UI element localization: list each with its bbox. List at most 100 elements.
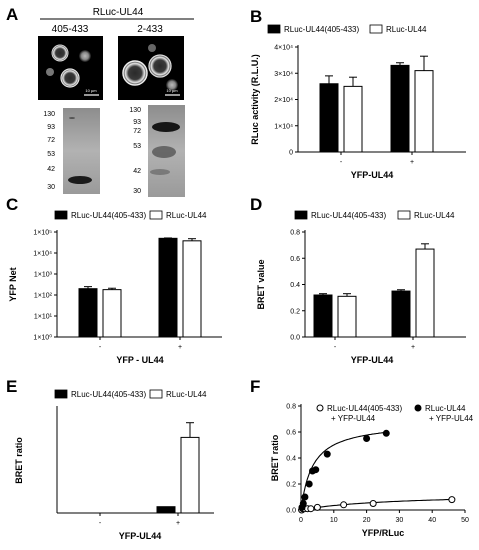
mw-marker-93: 93: [133, 119, 141, 126]
x-tick-label: +: [410, 159, 414, 166]
scatter-point-open: [448, 496, 456, 504]
legend-label-0: RLuc-UL44(405-433): [71, 390, 146, 399]
y-tick-label: 1×10⁴: [33, 251, 52, 258]
bar-filled-plus: [391, 290, 411, 338]
x-tick-label: -: [340, 159, 343, 166]
y-tick-label: 0.2: [286, 482, 296, 489]
mw-marker-72: 72: [133, 128, 141, 135]
panel-letter-f: F: [250, 377, 260, 396]
bar-open-plus: [414, 70, 434, 153]
y-tick-label: 0.4: [290, 282, 300, 289]
scatter-point-open: [313, 503, 321, 511]
mw-marker-53: 53: [47, 151, 55, 158]
scatter-point-filled: [312, 466, 320, 474]
legend-label-0: RLuc-UL44(405-433): [311, 211, 386, 220]
scatter-point-filled: [305, 480, 313, 488]
x-tick-label: +: [411, 344, 415, 351]
x-axis-label: YFP - UL44: [116, 355, 163, 365]
mw-marker-42: 42: [47, 166, 55, 173]
legend-swatch-1: [149, 389, 163, 399]
y-axis-label: BRET value: [256, 259, 266, 309]
x-axis-label: YFP/RLuc: [362, 528, 405, 538]
x-axis-label: YFP-UL44: [119, 531, 162, 541]
blot-2-markers: 130 93 72 53 42 30: [129, 107, 141, 195]
x-tick-label: +: [178, 344, 182, 351]
bar-filled-minus: [319, 83, 339, 153]
legend-label-1: RLuc-UL44: [166, 390, 207, 399]
y-tick-label: 1×10³: [34, 272, 53, 279]
legend-marker-1: [414, 404, 422, 412]
legend-swatch-1: [369, 24, 383, 34]
mw-marker-53: 53: [133, 143, 141, 150]
chart-d: RLuc-UL44(405-433) RLuc-UL44 0.0 0.2 0.4 0.6 0…: [256, 210, 466, 365]
chart-e: RLuc-UL44(405-433) RLuc-UL44 BRET ratio - + Y…: [14, 389, 214, 541]
mw-marker-93: 93: [47, 124, 55, 131]
legend-swatch-1: [149, 210, 163, 220]
legend-swatch-1: [397, 210, 411, 220]
y-tick-label: 0.6: [286, 430, 296, 437]
y-tick-label: 4×10⁴: [274, 45, 293, 52]
bar-filled-plus: [156, 506, 176, 514]
legend-swatch-0: [294, 210, 308, 220]
x-tick-label: -: [99, 344, 102, 351]
legend-swatch-0: [54, 210, 68, 220]
panel-b: B RLuc-UL44(405-433) RLuc-UL44 0 1×10⁴ 2×10⁴…: [250, 7, 466, 180]
mw-marker-42: 42: [133, 168, 141, 175]
scatter-point-filled: [382, 429, 390, 437]
scatter-point-filled: [301, 493, 309, 501]
mw-marker-130: 130: [43, 111, 55, 118]
panel-f: F 0.0 0.2 0.4 0.6 0.8 0 10 20 30 40 50 BRET ratio YF…: [250, 377, 474, 538]
chart-f: 0.0 0.2 0.4 0.6 0.8 0 10 20 30 40 50 BRET ratio YFP/…: [270, 404, 474, 539]
western-blot-1: 130 93 72 53 42 30: [43, 108, 100, 194]
legend-swatch-0: [54, 389, 68, 399]
x-tick-label: -: [334, 344, 337, 351]
panel-letter-a: A: [6, 5, 18, 24]
blot-1-markers: 130 93 72 53 42 30: [43, 111, 55, 191]
scatter-point-open: [340, 501, 348, 509]
y-tick-label: 0.8: [290, 230, 300, 237]
legend-label-1: RLuc-UL44: [166, 211, 207, 220]
legend-label-1: RLuc-UL44: [386, 25, 427, 34]
micrograph-405-433: 10 µm: [38, 36, 103, 100]
image-label-2-433: 2-433: [137, 24, 163, 35]
bar-open-plus: [415, 248, 435, 338]
bar-open-minus: [337, 295, 357, 338]
legend-label-1: RLuc-UL44 + YFP-UL44: [425, 404, 474, 423]
panel-a-title: RLuc-UL44: [93, 7, 144, 18]
chart-b: RLuc-UL44(405-433) RLuc-UL44 0 1×10⁴ 2×10⁴ 3×…: [250, 24, 466, 180]
y-tick-label: 0.0: [290, 335, 300, 342]
y-tick-label: 1×10⁵: [33, 230, 52, 237]
panel-c: C RLuc-UL44(405-433) RLuc-UL44 1×10⁰ 1×10¹ 1…: [6, 195, 222, 365]
y-tick-label: 0.8: [286, 404, 296, 411]
bar-open-plus: [180, 436, 200, 514]
scatter-point-filled: [363, 435, 371, 442]
bar-open-minus: [343, 85, 363, 153]
mw-marker-72: 72: [47, 137, 55, 144]
scale-bar-label-2: 10 µm: [166, 88, 178, 93]
panel-letter-e: E: [6, 377, 17, 396]
x-tick-label: 50: [461, 517, 469, 524]
scatter-point-filled: [299, 500, 307, 507]
y-axis-label: BRET ratio: [270, 434, 280, 481]
legend-marker-0: [316, 404, 324, 412]
legend-label-0: RLuc-UL44(405-433) + YFP-UL44: [327, 404, 402, 423]
legend-label-1: RLuc-UL44: [414, 211, 455, 220]
bar-filled-minus: [313, 294, 333, 338]
chart-c: RLuc-UL44(405-433) RLuc-UL44 1×10⁰ 1×10¹ 1×1…: [8, 210, 222, 365]
panel-e: E RLuc-UL44(405-433) RLuc-UL44 BRET ratio -…: [6, 377, 214, 541]
scatter-point-open: [369, 500, 377, 507]
bar-filled-minus: [78, 288, 98, 338]
mw-marker-30: 30: [47, 184, 55, 191]
fit-curve-full: [300, 431, 387, 511]
x-tick-label: 0: [299, 517, 303, 524]
y-tick-label: 0.4: [286, 456, 296, 463]
x-axis-label: YFP-UL44: [351, 355, 394, 365]
x-tick-label: -: [99, 520, 102, 527]
panel-letter-c: C: [6, 195, 18, 214]
y-axis-label: RLuc activity (R.L.U.): [250, 54, 260, 145]
y-tick-label: 1×10⁰: [33, 334, 52, 342]
panel-a: A RLuc-UL44 405-433 2-433 10 µm 10 µm: [6, 5, 194, 197]
x-tick-label: 40: [428, 517, 436, 524]
y-tick-label: 3×10⁴: [274, 71, 293, 78]
